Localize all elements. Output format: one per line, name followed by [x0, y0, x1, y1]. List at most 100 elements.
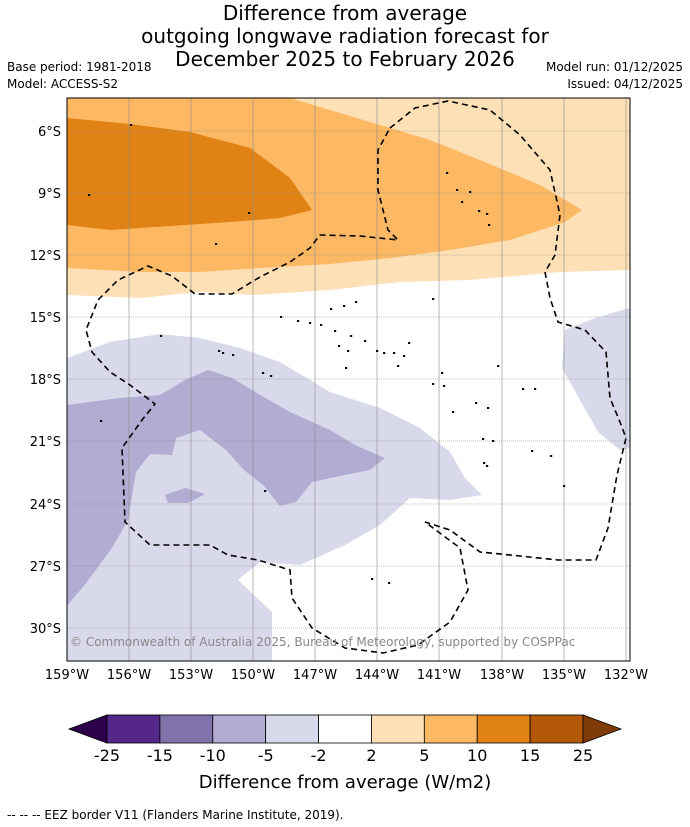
- lat-tick-label: 18°S: [30, 373, 61, 388]
- model-run-text: Model run: 01/12/2025: [545, 60, 683, 74]
- island-marker: [388, 582, 391, 584]
- colorbar-segment: [476, 714, 531, 744]
- island-marker: [364, 340, 367, 342]
- colorbar-tick-label: 5: [419, 746, 429, 765]
- island-marker: [397, 365, 400, 367]
- island-marker: [347, 350, 350, 352]
- island-marker: [441, 372, 444, 374]
- title-line-2: outgoing longwave radiation forecast for: [141, 24, 549, 48]
- colorbar-segment: [371, 714, 425, 744]
- lat-tick-label: 21°S: [30, 435, 61, 450]
- colorbar-tick-label: 25: [573, 746, 593, 765]
- island-marker: [487, 407, 490, 409]
- lon-tick-label: 135°W: [542, 668, 586, 683]
- island-marker: [483, 462, 486, 464]
- lat-tick-label: 30°S: [30, 622, 61, 637]
- colorbar-segment: [159, 714, 214, 744]
- issued-text: Issued: 04/12/2025: [567, 77, 683, 91]
- anomaly-region-neg-5-10: [67, 370, 385, 606]
- island-marker: [280, 316, 283, 318]
- island-marker: [100, 420, 103, 422]
- lon-tick-label: 156°W: [107, 668, 151, 683]
- colorbar-tick-label: -15: [147, 746, 173, 765]
- island-marker: [88, 194, 91, 196]
- lat-tick-label: 6°S: [38, 125, 61, 140]
- lon-tick-label: 159°W: [45, 668, 89, 683]
- island-marker: [218, 350, 221, 352]
- colorbar-tick-label: -10: [200, 746, 226, 765]
- island-marker: [408, 342, 411, 344]
- lon-tick-label: 138°W: [480, 668, 524, 683]
- colorbar-tick-label: -25: [94, 746, 120, 765]
- island-marker: [469, 191, 472, 193]
- islands: [88, 124, 566, 584]
- base-period-text: Base period: 1981-2018: [7, 60, 152, 74]
- colorbar-tick-label: 10: [467, 746, 487, 765]
- island-marker: [534, 388, 537, 390]
- island-marker: [338, 345, 341, 347]
- colorbar-label: Difference from average (W/m2): [199, 772, 491, 793]
- island-marker: [497, 365, 500, 367]
- colorbar-ticks: -25 -15 -10 -5 -2 2 5 10 15 25: [94, 746, 593, 765]
- island-marker: [160, 335, 163, 337]
- island-marker: [264, 490, 267, 492]
- colorbar-tick-label: 15: [520, 746, 540, 765]
- island-marker: [215, 243, 218, 245]
- island-marker: [350, 335, 353, 337]
- meta-left: Base period: 1981-2018 Model: ACCESS-S2: [7, 59, 152, 93]
- eez-footnote: -- -- -- EEZ border V11 (Flanders Marine…: [7, 808, 344, 822]
- island-marker: [446, 172, 449, 174]
- anomaly-region-neg-5-10-small: [165, 488, 205, 503]
- island-marker: [486, 213, 489, 215]
- map-frame: [66, 97, 631, 662]
- lat-tick-label: 24°S: [30, 498, 61, 513]
- lat-tick-label: 9°S: [38, 187, 61, 202]
- island-marker: [130, 124, 133, 126]
- island-marker: [403, 355, 406, 357]
- island-marker: [443, 385, 446, 387]
- island-marker: [297, 320, 300, 322]
- map-area: © Commonwealth of Australia 2025, Bureau…: [67, 98, 630, 661]
- island-marker: [478, 210, 481, 212]
- lon-tick-label: 141°W: [417, 668, 461, 683]
- colorbar-segment: [318, 714, 372, 744]
- colorbar-segment: [106, 714, 161, 744]
- lat-tick-label: 27°S: [30, 560, 61, 575]
- island-marker: [355, 301, 358, 303]
- colorbar-tick-label: -5: [258, 746, 274, 765]
- island-marker: [488, 224, 491, 226]
- colorbar-extend-high: [582, 714, 623, 744]
- island-marker: [475, 402, 478, 404]
- lon-tick-label: 153°W: [169, 668, 213, 683]
- island-marker: [222, 352, 225, 354]
- colorbar-segment: [212, 714, 267, 744]
- forecast-map: © Commonwealth of Australia 2025, Bureau…: [30, 97, 648, 793]
- colorbar: [67, 714, 623, 744]
- island-marker: [550, 455, 553, 457]
- island-marker: [563, 485, 566, 487]
- lon-tick-label: 144°W: [355, 668, 399, 683]
- island-marker: [248, 212, 251, 214]
- island-marker: [456, 189, 459, 191]
- lon-axis: 159°W 156°W 153°W 150°W 147°W 144°W 141°W 138°W…: [45, 668, 648, 683]
- lat-axis: 6°S 9°S 12°S 15°S 18°S 21°S 24°S 27°S 30°S: [30, 125, 61, 637]
- colorbar-extend-low: [67, 714, 108, 744]
- lon-tick-label: 132°W: [604, 668, 648, 683]
- island-marker: [393, 352, 396, 354]
- colorbar-tick-label: -2: [311, 746, 327, 765]
- gridlines: [67, 98, 630, 661]
- island-marker: [452, 411, 455, 413]
- island-marker: [345, 367, 348, 369]
- island-marker: [334, 330, 337, 332]
- island-marker: [531, 450, 534, 452]
- island-marker: [270, 375, 273, 377]
- island-marker: [343, 305, 346, 307]
- colorbar-tick-label: 2: [366, 746, 376, 765]
- chart-title: Difference from average outgoing longwav…: [0, 2, 690, 71]
- island-marker: [262, 372, 265, 374]
- title-line-1: Difference from average: [222, 1, 468, 25]
- colorbar-segment: [265, 714, 319, 744]
- colorbar-segment: [423, 714, 478, 744]
- colorbar-segment: [529, 714, 584, 744]
- lon-tick-label: 147°W: [293, 668, 337, 683]
